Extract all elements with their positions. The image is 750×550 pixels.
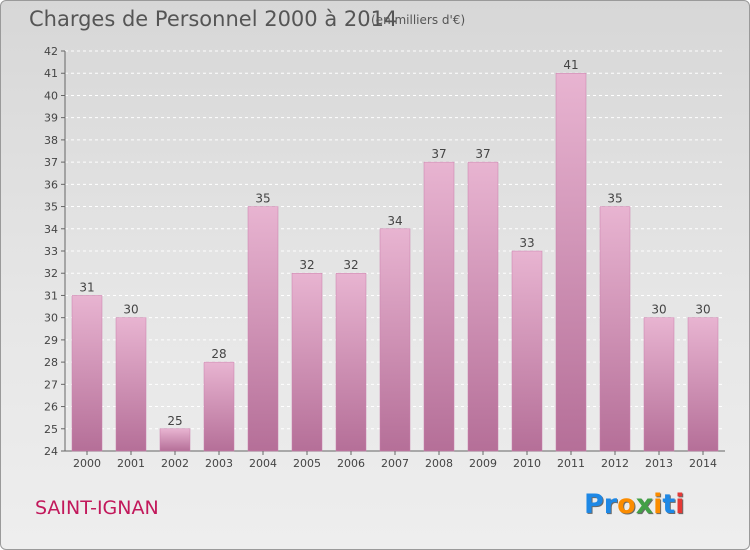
commune-name: SAINT-IGNAN [35, 497, 159, 519]
y-tick-label: 34 [44, 223, 58, 236]
y-tick-label: 41 [44, 67, 58, 80]
bar [203, 361, 235, 452]
data-label: 35 [607, 192, 622, 206]
bar [643, 317, 675, 452]
y-tick-label: 39 [44, 112, 58, 125]
x-tick-label: 2002 [161, 457, 189, 470]
bar [379, 228, 411, 452]
data-label: 41 [563, 58, 578, 72]
data-label: 32 [299, 258, 314, 272]
x-tick-label: 2003 [205, 457, 233, 470]
bar [71, 295, 103, 452]
bar [159, 428, 191, 452]
data-label: 30 [651, 303, 666, 317]
x-tick-label: 2008 [425, 457, 453, 470]
y-tick-label: 24 [44, 445, 58, 458]
y-tick-label: 26 [44, 401, 58, 414]
y-tick-label: 37 [44, 156, 58, 169]
y-tick-label: 30 [44, 312, 58, 325]
data-label: 31 [79, 280, 94, 294]
data-label: 33 [519, 236, 534, 250]
x-tick-label: 2006 [337, 457, 365, 470]
x-tick-label: 2011 [557, 457, 585, 470]
y-tick-label: 32 [44, 267, 58, 280]
bar [467, 161, 499, 452]
bar [687, 317, 719, 452]
x-tick-label: 2010 [513, 457, 541, 470]
chart-subtitle: (en milliers d'€) [371, 13, 466, 27]
y-tick-label: 25 [44, 423, 58, 436]
data-label: 32 [343, 258, 358, 272]
bar [247, 206, 279, 452]
x-tick-label: 2013 [645, 457, 673, 470]
x-tick-label: 2009 [469, 457, 497, 470]
y-tick-label: 35 [44, 201, 58, 214]
y-tick-label: 33 [44, 245, 58, 258]
x-tick-label: 2014 [689, 457, 717, 470]
data-label: 30 [123, 303, 138, 317]
data-label: 30 [695, 303, 710, 317]
proxiti-logo: Proxiti [584, 489, 685, 520]
y-tick-label: 27 [44, 378, 58, 391]
bar [599, 206, 631, 452]
bar [555, 72, 587, 452]
y-tick-label: 42 [44, 45, 58, 58]
x-tick-label: 2005 [293, 457, 321, 470]
y-tick-label: 40 [44, 89, 58, 102]
data-label: 37 [431, 147, 446, 161]
bar [423, 161, 455, 452]
data-label: 37 [475, 147, 490, 161]
y-tick-label: 29 [44, 334, 58, 347]
bar [511, 250, 543, 452]
y-tick-label: 28 [44, 356, 58, 369]
x-tick-label: 2001 [117, 457, 145, 470]
x-tick-label: 2012 [601, 457, 629, 470]
data-label: 25 [167, 414, 182, 428]
x-tick-label: 2000 [73, 457, 101, 470]
chart-title: Charges de Personnel 2000 à 2014 [29, 7, 398, 31]
data-label: 28 [211, 347, 226, 361]
x-tick-label: 2007 [381, 457, 409, 470]
y-tick-label: 31 [44, 289, 58, 302]
bar [115, 317, 147, 452]
y-tick-label: 38 [44, 134, 58, 147]
y-tick-label: 36 [44, 178, 58, 191]
x-tick-label: 2004 [249, 457, 277, 470]
data-label: 34 [387, 214, 402, 228]
bar [335, 272, 367, 452]
bar [291, 272, 323, 452]
data-label: 35 [255, 192, 270, 206]
